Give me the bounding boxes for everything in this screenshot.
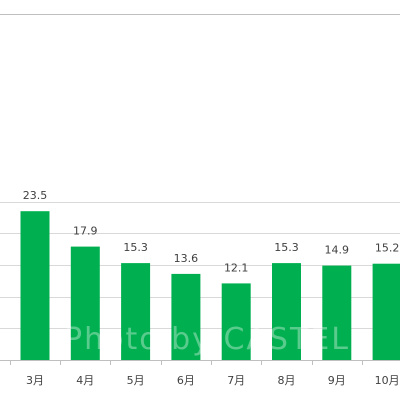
bar-7 <box>322 265 352 360</box>
data-label-2: 17.9 <box>73 225 98 238</box>
data-label-5: 12.1 <box>224 261 249 274</box>
x-tick-label-6: 8月 <box>278 374 296 387</box>
x-tick-label-3: 5月 <box>127 374 145 387</box>
x-tick-label-1: 3月 <box>26 374 44 387</box>
x-tick-label-4: 6月 <box>177 374 195 387</box>
bar-6 <box>272 263 301 360</box>
bar-1 <box>20 211 50 360</box>
bar-3 <box>121 263 151 360</box>
x-tick-label-8: 10月 <box>375 374 400 387</box>
data-label-1: 23.5 <box>23 189 48 202</box>
data-labels: 23.5 17.9 15.3 13.6 12.1 15.3 14.9 15.2 <box>23 189 400 274</box>
x-tick-label-7: 9月 <box>328 374 346 387</box>
bar-5 <box>221 283 251 360</box>
bar-4 <box>171 273 201 360</box>
bar-8 <box>372 263 400 360</box>
x-tick-label-5: 7月 <box>227 374 245 387</box>
gridlines <box>0 14 400 365</box>
data-label-3: 15.3 <box>123 241 148 254</box>
bars <box>20 211 400 360</box>
x-tick-labels: 3月 4月 5月 6月 7月 8月 9月 10月 <box>26 374 400 387</box>
data-label-6: 15.3 <box>274 241 299 254</box>
bar-2 <box>70 246 100 360</box>
x-tick-label-2: 4月 <box>76 374 94 387</box>
data-label-8: 15.2 <box>375 242 400 255</box>
data-label-7: 14.9 <box>325 244 350 257</box>
data-label-4: 13.6 <box>174 252 199 265</box>
